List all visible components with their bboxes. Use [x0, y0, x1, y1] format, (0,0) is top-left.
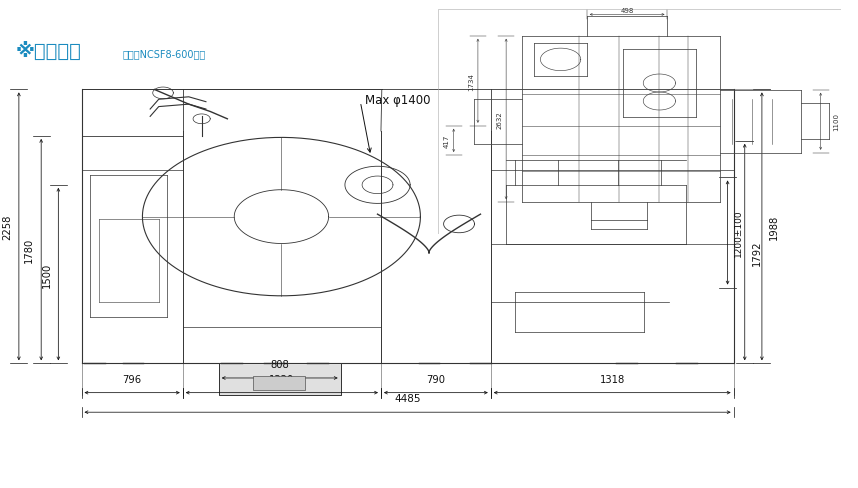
Text: 1734: 1734: [468, 73, 474, 90]
Text: 1200±100: 1200±100: [734, 209, 743, 257]
Text: Max φ1400: Max φ1400: [365, 94, 430, 106]
Bar: [253, 376, 305, 390]
Text: 1100: 1100: [833, 113, 839, 131]
Text: 417: 417: [444, 134, 450, 148]
Text: 1500: 1500: [41, 262, 51, 287]
Text: 790: 790: [426, 374, 445, 384]
Bar: [219, 364, 341, 395]
Text: 2632: 2632: [496, 111, 502, 129]
Text: 1780: 1780: [24, 238, 34, 263]
Text: 1792: 1792: [752, 240, 762, 265]
Text: 498: 498: [620, 8, 634, 14]
Text: ※外形尺寸: ※外形尺寸: [15, 42, 82, 61]
Text: 1318: 1318: [600, 374, 625, 384]
Text: 808: 808: [270, 360, 289, 369]
Text: 1320: 1320: [269, 374, 294, 384]
Text: 4485: 4485: [395, 394, 420, 404]
Text: 796: 796: [123, 374, 142, 384]
Text: 1988: 1988: [769, 214, 779, 240]
Text: 以常用NCSF8-600展示: 以常用NCSF8-600展示: [123, 49, 206, 59]
Text: 2258: 2258: [2, 214, 12, 240]
